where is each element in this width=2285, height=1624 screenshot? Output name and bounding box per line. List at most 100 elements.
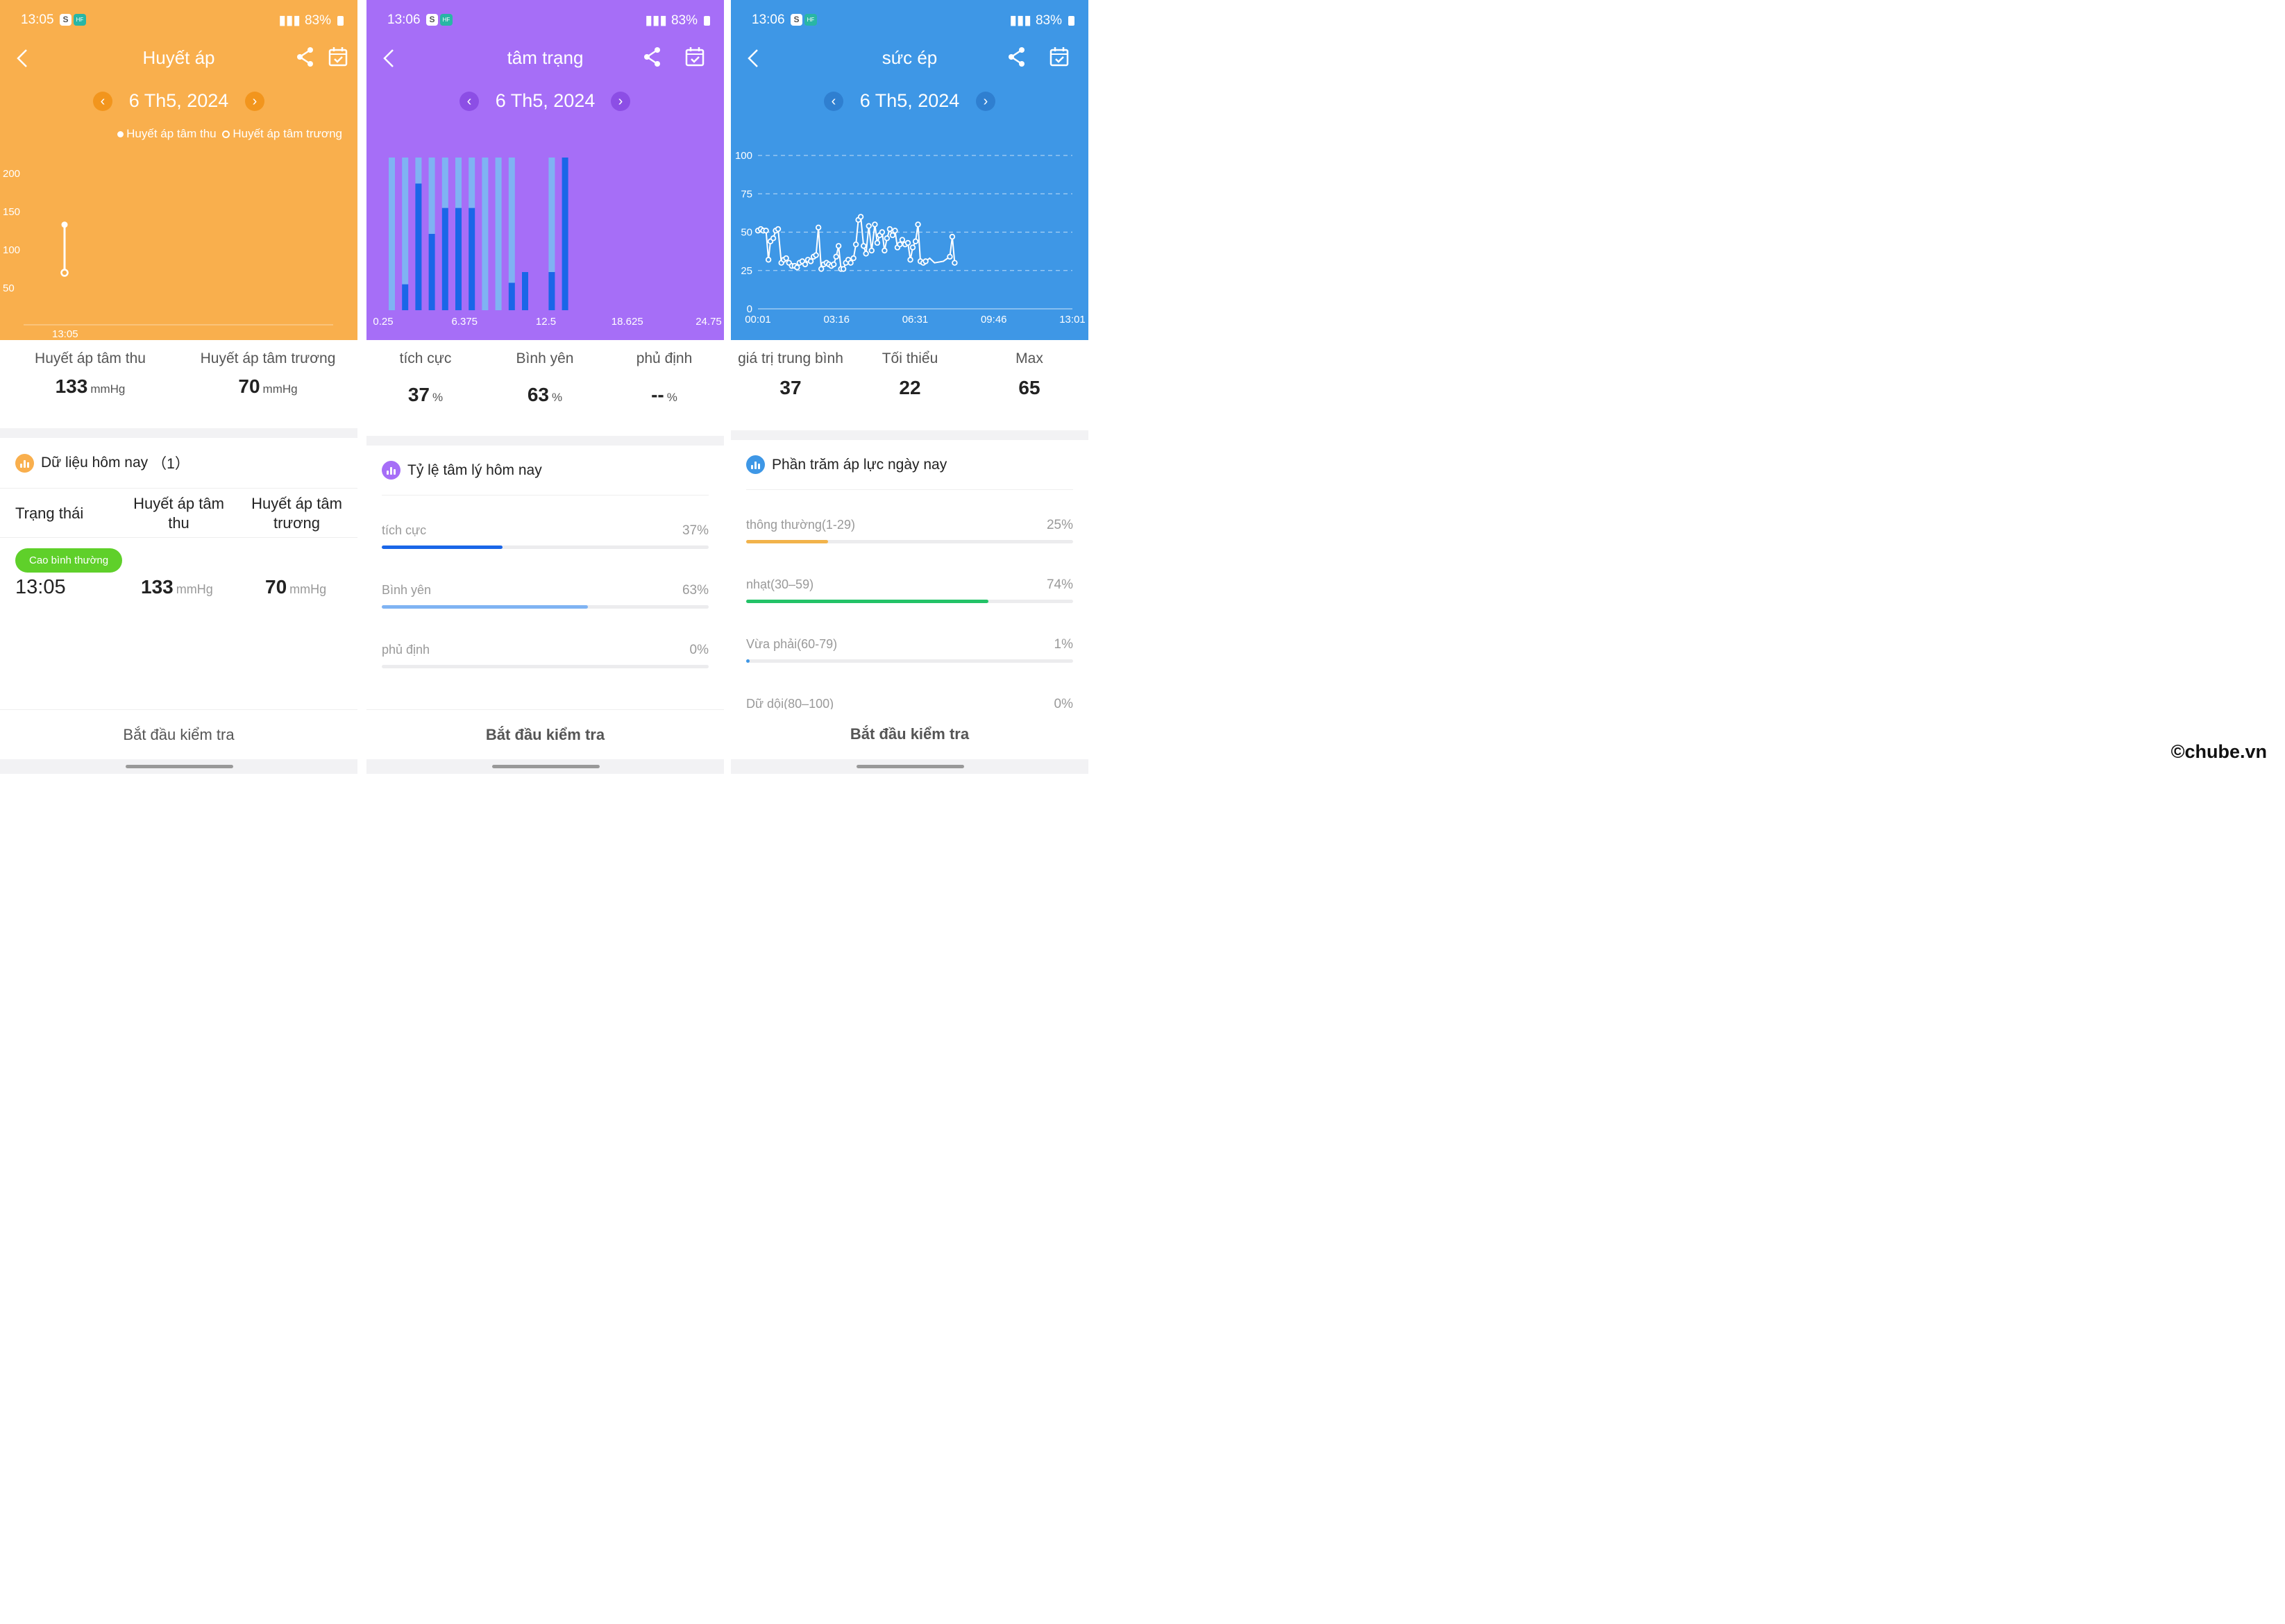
progress-label: thông thường(1-29) [746,518,855,532]
start-test-button[interactable]: Bắt đầu kiểm tra [731,709,1088,759]
date-selector: 6 Th5, 2024 ‹ › [366,90,724,115]
calm-pct: % [552,391,563,404]
section-divider [746,489,1073,490]
battery-icon [1068,15,1074,26]
battery-icon [704,15,710,26]
next-date-button[interactable]: › [976,92,995,111]
progress-row: nhạt(30–59) 74% [746,577,1073,603]
prev-date-button[interactable]: ‹ [824,92,843,111]
bp-chart: 200 150 100 50 13:05 [3,168,333,340]
calendar-icon[interactable] [1049,46,1070,68]
positive-summary: tích cực 37% [373,350,478,406]
diastolic-point [60,269,69,277]
diastolic-summary: Huyết áp tâm trương 70 mmHg [187,350,348,398]
bar-calm [495,158,502,310]
progress-track [746,659,1073,663]
back-arrow-icon[interactable] [743,47,764,69]
bar-calm [548,158,555,272]
calm-summary: Bình yên 63% [493,350,597,406]
bar-calm [469,158,475,208]
battery-icon [337,15,344,26]
y-tick-label: 150 [3,206,20,218]
stress-point [848,260,854,266]
stress-point [763,228,769,234]
calendar-icon[interactable] [328,46,348,68]
back-arrow-icon[interactable] [12,47,33,69]
prev-date-button[interactable]: ‹ [93,92,112,111]
progress-label: Bình yên [382,583,432,597]
maximum-summary-value: 65 [1018,377,1040,398]
average-summary-label: giá trị trung bình [738,350,843,366]
calm-summary-label: Bình yên [516,350,574,366]
today-data-count: （1） [152,456,189,472]
calendar-icon[interactable] [684,46,705,68]
stress-ratio-title: Phần trăm áp lực ngày nay [772,456,947,473]
record-time: 13:05 [15,576,66,598]
page-title: tâm trạng [507,47,584,68]
today-data-heading: Dữ liệu hôm nay （1） [15,452,189,473]
x-tick-label: 00:01 [745,314,771,325]
status-time: 13:06 [387,12,421,27]
stress-point [818,266,825,272]
bar-positive [428,234,435,310]
progress-track [382,665,709,668]
share-icon[interactable] [295,46,316,68]
progress-percent: 37% [682,523,709,538]
x-tick-label: 09:46 [981,314,1007,325]
progress-row: Vừa phải(60-79) 1% [746,637,1073,663]
table-header: Trạng thái Huyết áp tâm thu Huyết áp tâm… [0,488,357,538]
progress-label: tích cực [382,523,427,537]
date-label: 6 Th5, 2024 [495,90,596,111]
progress-label: Vừa phải(60-79) [746,637,838,651]
stress-point [897,241,903,248]
start-test-button[interactable]: Bắt đầu kiểm tra [0,709,357,759]
next-date-button[interactable]: › [611,92,630,111]
back-arrow-icon[interactable] [379,47,400,69]
diastolic-unit: mmHg [262,382,298,396]
col-systolic-line1: Huyết áp tâm [133,495,224,512]
systolic-summary-value: 133 [55,375,88,397]
home-indicator[interactable] [856,765,964,768]
stress-point [765,257,772,263]
stress-point [949,233,956,240]
progress-row: tích cực 37% [382,523,709,549]
stress-point [904,239,911,246]
x-tick-label: 18.625 [612,316,643,328]
share-icon[interactable] [1006,46,1027,68]
bar-positive [469,208,475,310]
signal-icon: ▮▮▮ [278,13,301,28]
status-bar: 13:06 S HF ▮▮▮ 83% [387,12,710,29]
stress-point [872,221,878,228]
systolic-summary: Huyết áp tâm thu 133 mmHg [14,350,167,398]
record-systolic-unit: mmHg [176,582,213,596]
stress-point [952,260,958,266]
start-test-button[interactable]: Bắt đầu kiểm tra [366,709,724,759]
diastolic-legend-ring [222,130,230,139]
hf-app-icon: HF [74,14,86,26]
progress-label: Dữ dội(80–100) [746,697,834,711]
hf-app-icon: HF [804,14,817,26]
nav-area [0,759,357,774]
progress-row: phủ định 0% [382,643,709,668]
bar-chart-icon [15,453,34,473]
home-indicator[interactable] [125,765,233,768]
stress-point [909,244,916,251]
next-date-button[interactable]: › [245,92,264,111]
status-icons: ▮▮▮ 83% [1010,12,1074,28]
stress-point [794,264,800,271]
progress-row: Bình yên 63% [382,583,709,609]
prev-date-button[interactable]: ‹ [459,92,479,111]
stress-point [866,223,872,229]
x-tick-label: 12.5 [536,316,556,328]
stress-chart: 100 75 50 25 000:01 03:16 06:31 09:46 13:01 [735,150,1086,325]
home-indicator[interactable] [491,765,600,768]
progress-fill [746,659,750,663]
record-systolic-value: 133 [141,576,174,598]
stress-point [907,257,913,263]
mood-ratio-title: Tỷ lệ tâm lý hôm nay [407,462,542,478]
progress-fill [382,605,588,609]
stress-point [879,229,886,235]
share-icon[interactable] [642,46,663,68]
progress-fill [746,540,828,543]
bar-calm [508,158,515,283]
